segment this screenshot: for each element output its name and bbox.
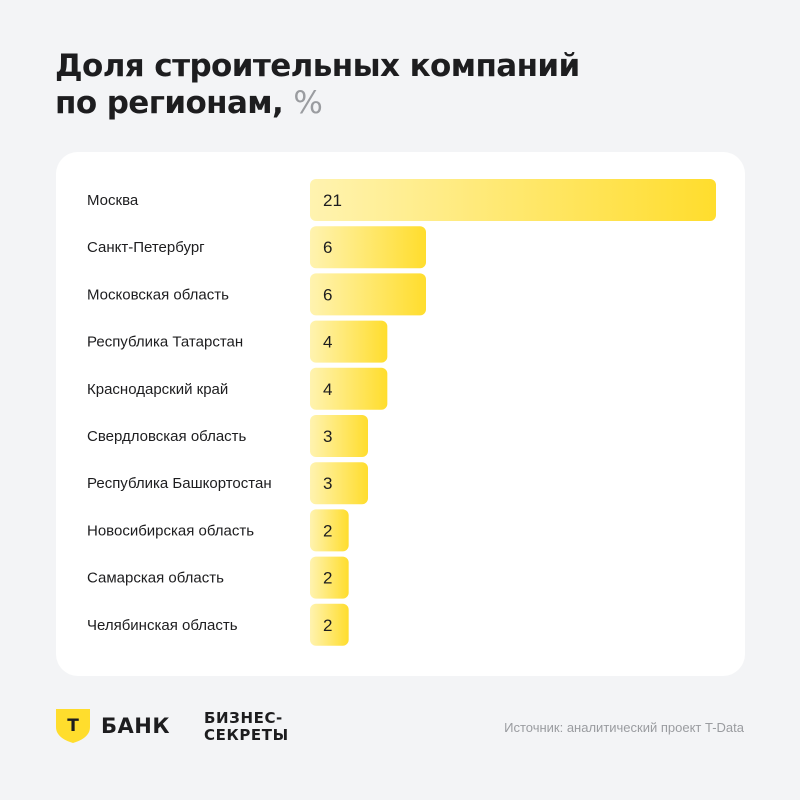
bar [310, 603, 349, 646]
bar-value-label: 6 [323, 238, 332, 257]
bar-value-label: 3 [323, 427, 332, 446]
bar [310, 320, 388, 363]
category-label: Челябинская область [87, 617, 238, 634]
bar [310, 556, 349, 599]
category-label: Краснодарский край [87, 381, 228, 398]
tbank-name: БАНК [101, 714, 170, 738]
title-line-2-text: по регионам, [55, 85, 284, 121]
category-label: Новосибирская область [87, 522, 254, 539]
title-line-2: по регионам, % [55, 85, 745, 122]
bar-value-label: 21 [323, 191, 342, 210]
bar [310, 509, 349, 552]
source-note: Источник: аналитический проект T-Data [504, 720, 744, 735]
bar-value-label: 4 [323, 333, 332, 352]
page-title: Доля строительных компаний по регионам, … [55, 48, 745, 122]
bar-chart: Москва 21 Санкт-Петербург 6 Московская облас… [87, 179, 716, 646]
bar-value-label: 2 [323, 616, 332, 635]
category-label: Республика Башкортостан [87, 475, 272, 492]
title-line-1: Доля строительных компаний [55, 48, 580, 84]
bar-value-label: 2 [323, 569, 332, 588]
category-label: Республика Татарстан [87, 334, 243, 351]
footer: Т БАНК БИЗНЕС- СЕКРЕТЫ Источник: аналити… [0, 690, 800, 760]
title-unit: % [293, 85, 323, 121]
bar-value-label: 6 [323, 285, 332, 304]
tbank-shield-letter: Т [67, 716, 79, 736]
tbank-logo[interactable]: Т БАНК [55, 708, 170, 744]
business-secrets-logo[interactable]: БИЗНЕС- СЕКРЕТЫ [204, 710, 289, 744]
chart-card: Москва 21 Санкт-Петербург 6 Московская облас… [56, 152, 745, 676]
bar-value-label: 4 [323, 380, 332, 399]
category-label: Самарская область [87, 570, 224, 587]
category-label: Москва [87, 192, 139, 209]
tbank-shield-icon: Т [56, 709, 90, 743]
bar [310, 367, 388, 410]
category-label: Санкт-Петербург [87, 239, 205, 256]
bar [310, 273, 426, 316]
bar [310, 415, 368, 457]
business-secrets-line-2: СЕКРЕТЫ [204, 726, 289, 744]
bar [310, 179, 716, 221]
bar [310, 226, 426, 269]
bar-value-label: 3 [323, 474, 332, 493]
business-secrets-line-1: БИЗНЕС- [204, 709, 283, 727]
bar [310, 462, 368, 505]
bars-group: Москва 21 Санкт-Петербург 6 Московская облас… [87, 179, 716, 646]
bar-value-label: 2 [323, 521, 332, 540]
category-label: Свердловская область [87, 428, 247, 445]
category-label: Московская область [87, 286, 229, 303]
